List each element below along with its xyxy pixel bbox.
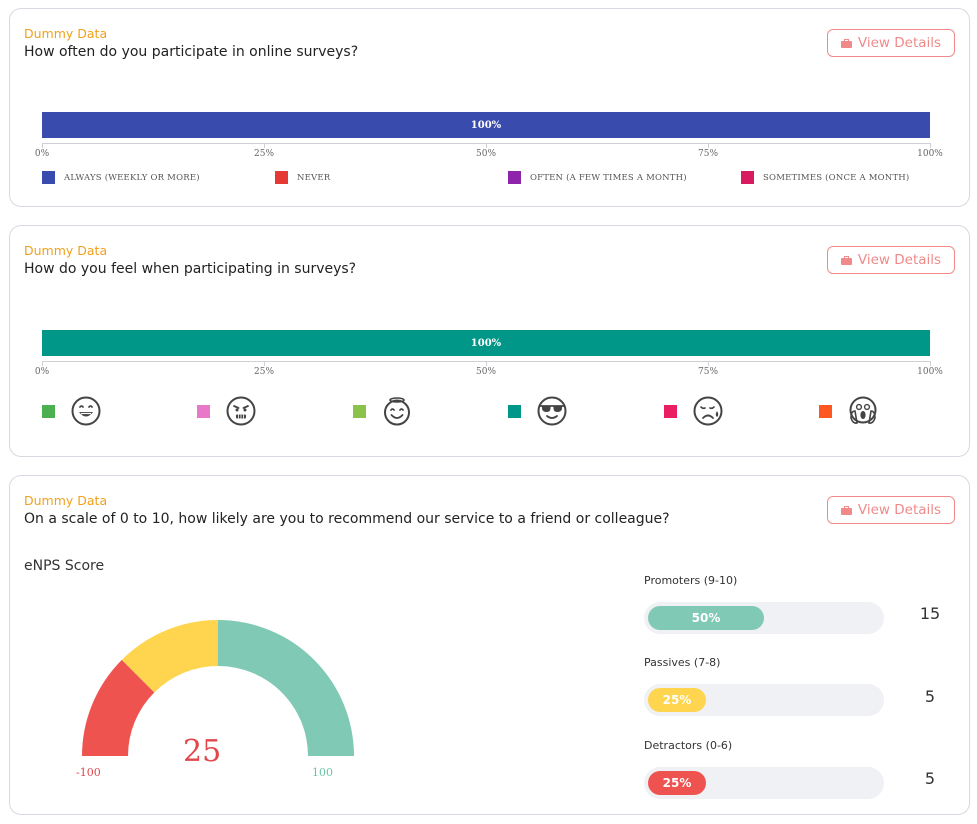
legend-item-angry[interactable]	[197, 396, 256, 426]
view-details-button[interactable]: View Details	[827, 29, 955, 57]
x-axis-tick-label: 100%	[917, 367, 943, 377]
view-details-button[interactable]: View Details	[827, 496, 955, 524]
gauge-segment-detractors[interactable]	[82, 659, 155, 756]
x-axis-tick-label: 50%	[475, 149, 497, 159]
passives-count: 5	[924, 687, 936, 706]
legend-swatch	[508, 171, 521, 184]
response-bar: 100%	[42, 112, 930, 138]
enps-score-title: eNPS Score	[24, 558, 105, 574]
legend-label: NEVER	[297, 172, 331, 183]
legend-swatch	[353, 404, 366, 418]
dummy-data-tag: Dummy Data	[24, 493, 108, 508]
promoters-count: 15	[919, 604, 941, 623]
gauge-max-label: 100	[312, 766, 333, 779]
legend-item-often[interactable]: OFTEN (A FEW TIMES A MONTH)	[508, 171, 687, 184]
passives-bar-fill: 25%	[648, 688, 706, 712]
legend-swatch	[508, 404, 521, 418]
survey-feeling-card: Dummy Data How do you feel when particip…	[9, 225, 970, 457]
promoters-bar-fill: 50%	[648, 606, 764, 630]
legend-label: ALWAYS (WEEKLY OR MORE)	[64, 172, 200, 183]
x-axis-tick	[930, 143, 931, 148]
enps-score-value: 25	[183, 734, 222, 769]
detractors-label: Detractors (0-6)	[644, 739, 733, 752]
legend-item-never[interactable]: NEVER	[275, 171, 330, 184]
promoters-percent: 50%	[691, 611, 721, 625]
passives-percent: 25%	[662, 693, 692, 707]
x-axis-tick	[42, 143, 43, 148]
x-axis-tick-label: 100%	[917, 149, 943, 159]
legend-item-always[interactable]: ALWAYS (WEEKLY OR MORE)	[42, 171, 200, 184]
x-axis-tick-label: 75%	[697, 149, 719, 159]
x-axis-tick	[930, 361, 931, 366]
bar-value-label: 100%	[470, 119, 502, 131]
legend-swatch	[275, 171, 288, 184]
response-bar: 100%	[42, 330, 930, 356]
view-details-button[interactable]: View Details	[827, 246, 955, 274]
promoters-bar: 50%	[644, 602, 884, 634]
legend-swatch	[741, 171, 754, 184]
legend-item-sunglasses[interactable]	[508, 396, 567, 426]
survey-frequency-card: Dummy Data How often do you participate …	[9, 8, 970, 207]
x-axis-tick-label: 0%	[34, 367, 50, 377]
legend-swatch	[197, 404, 210, 418]
question-title: On a scale of 0 to 10, how likely are yo…	[24, 511, 670, 527]
x-axis-tick	[264, 143, 265, 148]
x-axis-tick-label: 25%	[253, 367, 275, 377]
legend-item-sometimes[interactable]: SOMETIMES (ONCE A MONTH)	[741, 171, 909, 184]
screaming-face-icon	[849, 396, 877, 424]
legend-item-grinning[interactable]	[42, 396, 101, 426]
promoters-label: Promoters (9-10)	[644, 574, 738, 587]
x-axis-tick	[708, 361, 709, 366]
detractors-bar: 25%	[644, 767, 884, 799]
dummy-data-tag: Dummy Data	[24, 26, 108, 41]
sunglasses-face-icon	[537, 396, 567, 426]
question-title: How often do you participate in online s…	[24, 44, 359, 60]
x-axis-tick	[708, 143, 709, 148]
x-axis-tick-label: 75%	[697, 367, 719, 377]
bar-segment-cool[interactable]: 100%	[42, 330, 930, 356]
legend-swatch	[42, 171, 55, 184]
x-axis-tick-label: 25%	[253, 149, 275, 159]
sad-sweat-face-icon	[693, 396, 723, 426]
x-axis-tick-label: 0%	[34, 149, 50, 159]
legend-item-sad-sweat[interactable]	[664, 396, 723, 426]
view-details-label: View Details	[857, 502, 942, 518]
x-axis-tick	[486, 361, 487, 366]
enps-card: Dummy Data On a scale of 0 to 10, how li…	[9, 475, 970, 815]
briefcase-icon	[840, 505, 852, 515]
x-axis-tick	[264, 361, 265, 366]
question-title: How do you feel when participating in su…	[24, 261, 357, 277]
legend-swatch	[664, 404, 677, 418]
view-details-label: View Details	[857, 252, 942, 268]
bar-value-label: 100%	[470, 337, 502, 349]
x-axis-tick	[486, 143, 487, 148]
detractors-bar-fill: 25%	[648, 771, 706, 795]
passives-label: Passives (7-8)	[644, 656, 721, 669]
legend-label: SOMETIMES (ONCE A MONTH)	[763, 172, 910, 183]
legend-label: OFTEN (A FEW TIMES A MONTH)	[530, 172, 687, 183]
angry-face-icon	[226, 396, 256, 426]
gauge-segment-passives[interactable]	[121, 620, 218, 693]
detractors-percent: 25%	[662, 776, 692, 790]
briefcase-icon	[840, 38, 852, 48]
legend-item-halo[interactable]	[353, 396, 412, 426]
briefcase-icon	[840, 255, 852, 265]
grinning-face-icon	[71, 396, 101, 426]
passives-bar: 25%	[644, 684, 884, 716]
view-details-label: View Details	[857, 35, 942, 51]
detractors-count: 5	[924, 769, 936, 788]
legend-item-screaming[interactable]	[819, 396, 878, 426]
gauge-min-label: -100	[76, 766, 101, 779]
halo-face-icon	[384, 397, 410, 426]
x-axis-tick	[42, 361, 43, 366]
bar-segment-always[interactable]: 100%	[42, 112, 930, 138]
legend-swatch	[819, 404, 832, 418]
gauge-segment-promoters[interactable]	[218, 620, 354, 756]
legend-swatch	[42, 404, 55, 418]
x-axis-tick-label: 50%	[475, 367, 497, 377]
dummy-data-tag: Dummy Data	[24, 243, 108, 258]
enps-gauge	[82, 620, 354, 756]
